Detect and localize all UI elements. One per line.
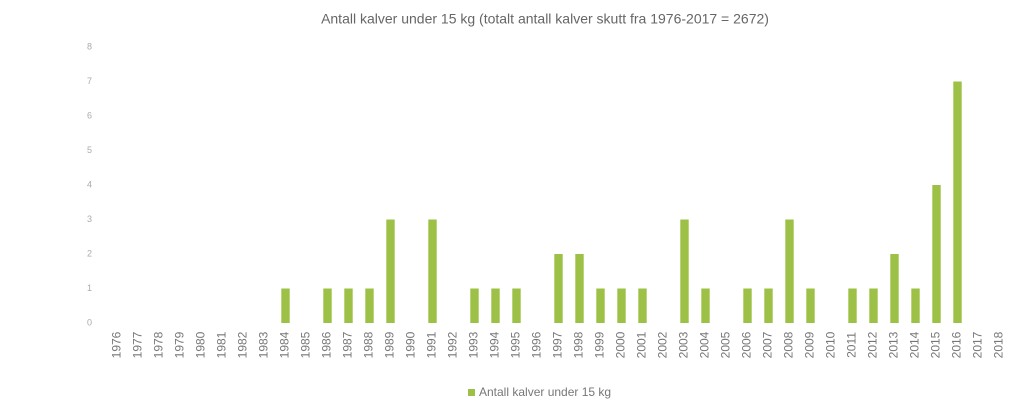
- y-tick-label: 3: [87, 214, 92, 224]
- bar: [365, 288, 374, 323]
- bar: [932, 185, 941, 323]
- y-tick-label: 5: [87, 145, 92, 155]
- x-tick-label: 1983: [257, 331, 271, 358]
- x-tick-label: 2007: [761, 331, 775, 358]
- x-tick-label: 1998: [572, 331, 586, 358]
- x-tick-label: 1978: [152, 331, 166, 358]
- y-tick-label: 8: [87, 41, 92, 51]
- bar: [428, 219, 437, 323]
- x-tick-label: 2012: [866, 331, 880, 358]
- bar: [638, 288, 647, 323]
- x-tick-label: 2004: [698, 331, 712, 358]
- bar: [323, 288, 332, 323]
- x-tick-label: 2003: [677, 331, 691, 358]
- x-tick-label: 2013: [887, 331, 901, 358]
- chart-title: Antall kalver under 15 kg (totalt antall…: [321, 11, 769, 27]
- x-tick-label: 1993: [467, 331, 481, 358]
- bar: [575, 254, 584, 323]
- x-tick-label: 1980: [194, 331, 208, 358]
- x-tick-label: 1988: [362, 331, 376, 358]
- bar: [953, 81, 962, 323]
- y-tick-label: 1: [87, 283, 92, 293]
- x-tick-label: 1976: [110, 331, 124, 358]
- bar: [470, 288, 479, 323]
- x-tick-label: 1982: [236, 331, 250, 358]
- x-tick-label: 2001: [635, 331, 649, 358]
- x-tick-label: 1992: [446, 331, 460, 358]
- bar: [911, 288, 920, 323]
- bar: [785, 219, 794, 323]
- y-tick-label: 6: [87, 110, 92, 120]
- bar: [806, 288, 815, 323]
- x-tick-label: 1989: [383, 331, 397, 358]
- x-tick-label: 2008: [782, 331, 796, 358]
- x-tick-label: 2018: [992, 331, 1006, 358]
- x-tick-label: 2016: [950, 331, 964, 358]
- x-tick-label: 1979: [173, 331, 187, 358]
- y-tick-label: 7: [87, 76, 92, 86]
- x-tick-label: 2002: [656, 331, 670, 358]
- x-tick-label: 1991: [425, 331, 439, 358]
- x-tick-label: 1981: [215, 331, 229, 358]
- bar: [848, 288, 857, 323]
- x-tick-label: 2009: [803, 331, 817, 358]
- bar: [491, 288, 500, 323]
- x-tick-label: 1996: [530, 331, 544, 358]
- x-tick-label: 1985: [299, 331, 313, 358]
- x-tick-label: 2006: [740, 331, 754, 358]
- x-tick-label: 2011: [845, 332, 859, 358]
- x-tick-label: 1995: [509, 331, 523, 358]
- bar: [617, 288, 626, 323]
- legend-label: Antall kalver under 15 kg: [479, 385, 611, 399]
- x-tick-label: 1987: [341, 331, 355, 358]
- y-tick-label: 4: [87, 179, 92, 189]
- x-tick-label: 2015: [929, 331, 943, 358]
- bar: [344, 288, 353, 323]
- x-tick-label: 2017: [971, 331, 985, 358]
- bar: [701, 288, 710, 323]
- bar: [281, 288, 290, 323]
- x-tick-label: 2010: [824, 331, 838, 358]
- x-tick-label: 1984: [278, 331, 292, 358]
- bar: [596, 288, 605, 323]
- bar: [890, 254, 899, 323]
- y-tick-label: 0: [87, 317, 92, 327]
- y-tick-label: 2: [87, 248, 92, 258]
- x-tick-label: 2005: [719, 331, 733, 358]
- bar: [869, 288, 878, 323]
- x-tick-label: 1999: [593, 331, 607, 358]
- bar: [743, 288, 752, 323]
- x-tick-label: 1986: [320, 331, 334, 358]
- x-tick-label: 1994: [488, 331, 502, 358]
- bar: [764, 288, 773, 323]
- x-tick-label: 2014: [908, 331, 922, 358]
- x-tick-label: 1990: [404, 331, 418, 358]
- bar: [554, 254, 563, 323]
- bar: [386, 219, 395, 323]
- x-tick-label: 1997: [551, 331, 565, 358]
- x-tick-label: 1977: [131, 331, 145, 358]
- legend-swatch: [468, 389, 475, 396]
- x-tick-label: 2000: [614, 331, 628, 358]
- bar: [512, 288, 521, 323]
- bar: [680, 219, 689, 323]
